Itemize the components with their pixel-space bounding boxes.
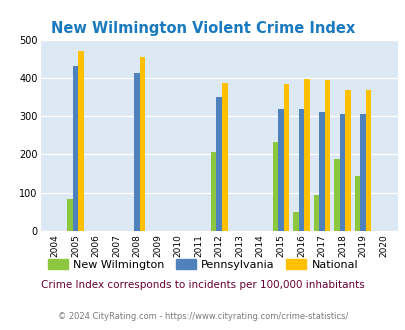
Text: Crime Index corresponds to incidents per 100,000 inhabitants: Crime Index corresponds to incidents per… — [41, 280, 364, 290]
Bar — [216, 97, 222, 231]
Bar — [222, 83, 227, 231]
Bar — [344, 90, 350, 231]
Bar — [140, 57, 145, 231]
Bar — [72, 66, 78, 231]
Bar — [211, 152, 216, 231]
Bar — [313, 195, 318, 231]
Bar — [324, 80, 329, 231]
Text: © 2024 CityRating.com - https://www.cityrating.com/crime-statistics/: © 2024 CityRating.com - https://www.city… — [58, 312, 347, 321]
Bar — [277, 109, 283, 231]
Text: New Wilmington Violent Crime Index: New Wilmington Violent Crime Index — [51, 21, 354, 36]
Bar — [333, 159, 339, 231]
Bar — [283, 84, 288, 231]
Bar — [339, 114, 344, 231]
Bar — [67, 199, 72, 231]
Bar — [134, 73, 140, 231]
Bar — [78, 51, 83, 231]
Bar — [318, 112, 324, 231]
Bar — [359, 114, 365, 231]
Bar — [354, 176, 359, 231]
Bar — [303, 79, 309, 231]
Bar — [292, 212, 298, 231]
Bar — [298, 109, 303, 231]
Bar — [272, 142, 277, 231]
Bar — [365, 90, 371, 231]
Legend: New Wilmington, Pennsylvania, National: New Wilmington, Pennsylvania, National — [43, 255, 362, 274]
